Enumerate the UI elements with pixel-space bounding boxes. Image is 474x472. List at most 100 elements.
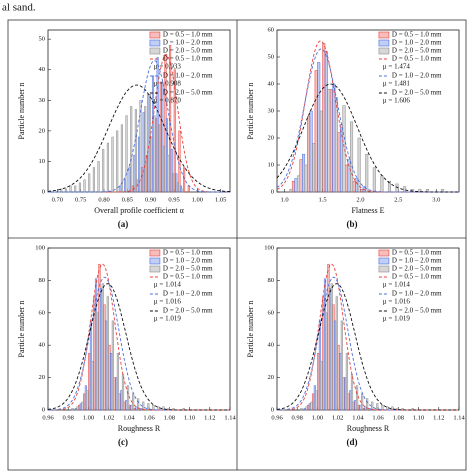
x-tick-label: 0.90: [145, 196, 156, 203]
legend-swatch: [149, 47, 161, 55]
bar: [76, 406, 79, 411]
bar: [64, 188, 67, 193]
y-tick-label: 40: [268, 80, 275, 87]
bar: [111, 136, 114, 193]
x-tick-label: 1.12: [204, 414, 215, 421]
legend-label: D = 0.5 – 1.0 mm: [163, 31, 213, 39]
x-tick-label: 1.06: [143, 414, 155, 421]
x-tick-label: 1.04: [123, 414, 135, 421]
legend-swatch: [149, 249, 161, 257]
bar: [302, 153, 306, 193]
legend-label: D = 1.0 – 2.0 mm: [392, 257, 442, 265]
y-tick-label: 60: [268, 309, 275, 316]
y-tick-label: 0: [42, 188, 45, 195]
bar: [313, 385, 317, 411]
panel-label: (b): [347, 219, 358, 229]
y-tick-label: 20: [39, 127, 46, 134]
bar: [83, 179, 86, 193]
bar: [134, 109, 137, 193]
bar: [78, 182, 81, 193]
legend-swatch: [378, 47, 390, 55]
panel-label: (c): [118, 437, 128, 447]
bar: [361, 393, 364, 411]
legend-label: D = 2.0 – 5.0 mm: [392, 47, 442, 55]
bar: [101, 283, 104, 411]
y-tick-label: 100: [35, 244, 45, 251]
bar: [322, 43, 326, 193]
bar: [364, 406, 367, 411]
bar: [105, 320, 108, 411]
legend-mu: μ = 0.933: [154, 63, 181, 71]
y-axis-label: Particle number n: [246, 301, 255, 358]
legend-swatch: [378, 265, 390, 273]
bar: [330, 283, 333, 411]
bar: [357, 137, 361, 193]
y-axis-label: Particle number n: [17, 301, 26, 358]
x-tick-label: 0.75: [75, 196, 86, 203]
x-axis-label: Roughness R: [347, 424, 390, 433]
bar: [92, 167, 95, 193]
legend-label: D = 1.0 – 2.0 mm: [163, 39, 213, 47]
legend-label: D = 2.0 – 5.0 mm: [163, 47, 213, 55]
bar: [132, 393, 135, 411]
legend-label: D = 1.0 – 2.0 mm: [392, 72, 442, 80]
bar: [116, 130, 119, 193]
bar: [314, 70, 318, 193]
bar: [123, 401, 126, 411]
bar: [116, 353, 120, 411]
bar: [125, 115, 128, 193]
legend-label: D = 1.0 – 2.0 mm: [163, 290, 213, 298]
x-tick-label: 1.05: [215, 196, 226, 203]
bar: [126, 385, 130, 411]
bar: [173, 69, 176, 193]
bar: [360, 189, 364, 193]
bar: [147, 403, 150, 411]
bar: [332, 83, 336, 193]
x-tick-label: 1.02: [332, 414, 343, 421]
bar: [352, 180, 356, 193]
bar: [170, 148, 173, 193]
x-tick-label: 0.98: [63, 414, 74, 421]
fit-curve: [276, 48, 459, 193]
x-tick-label: 1.10: [413, 414, 424, 421]
y-tick-label: 0: [42, 406, 45, 413]
bar: [97, 161, 100, 193]
bar: [118, 393, 121, 411]
bar: [88, 173, 91, 193]
bar: [317, 62, 321, 193]
y-tick-label: 80: [268, 277, 275, 284]
bar: [308, 403, 311, 411]
bar: [71, 408, 74, 411]
bar: [355, 178, 359, 193]
legend-mu: μ = 1.016: [383, 298, 410, 306]
bar: [96, 312, 99, 411]
legend-label: D = 0.5 – 1.0 mm: [392, 55, 442, 63]
x-tick-label: 1.04: [352, 414, 364, 421]
bar: [320, 361, 323, 411]
bar: [391, 406, 394, 411]
legend-label: D = 0.5 – 1.0 mm: [392, 273, 442, 281]
legend-swatch: [378, 257, 390, 265]
y-tick-label: 0: [271, 406, 274, 413]
bar: [78, 404, 81, 411]
bar: [140, 408, 143, 411]
legend-label: D = 0.5 – 1.0 mm: [392, 249, 442, 257]
y-tick-label: 20: [268, 134, 275, 141]
y-tick-label: 40: [268, 342, 275, 349]
x-tick-label: 1.14: [453, 414, 465, 421]
bar: [327, 89, 331, 193]
legend-swatch: [149, 39, 161, 47]
bar: [337, 132, 341, 193]
x-tick-label: 1.00: [312, 414, 323, 421]
legend-label: D = 2.0 – 5.0 mm: [392, 89, 442, 97]
y-axis-label: Particle number n: [17, 83, 26, 140]
x-tick-label: 1.08: [393, 414, 404, 421]
bar: [144, 106, 147, 193]
legend-label: D = 0.5 – 1.0 mm: [163, 249, 213, 257]
legend-mu: μ = 1.474: [383, 63, 410, 71]
bar: [345, 353, 349, 411]
legend-mu: μ = 1.016: [154, 298, 181, 306]
bar: [334, 97, 338, 193]
legend-mu: μ = 1.019: [154, 315, 181, 323]
x-tick-label: 0.85: [122, 196, 133, 203]
